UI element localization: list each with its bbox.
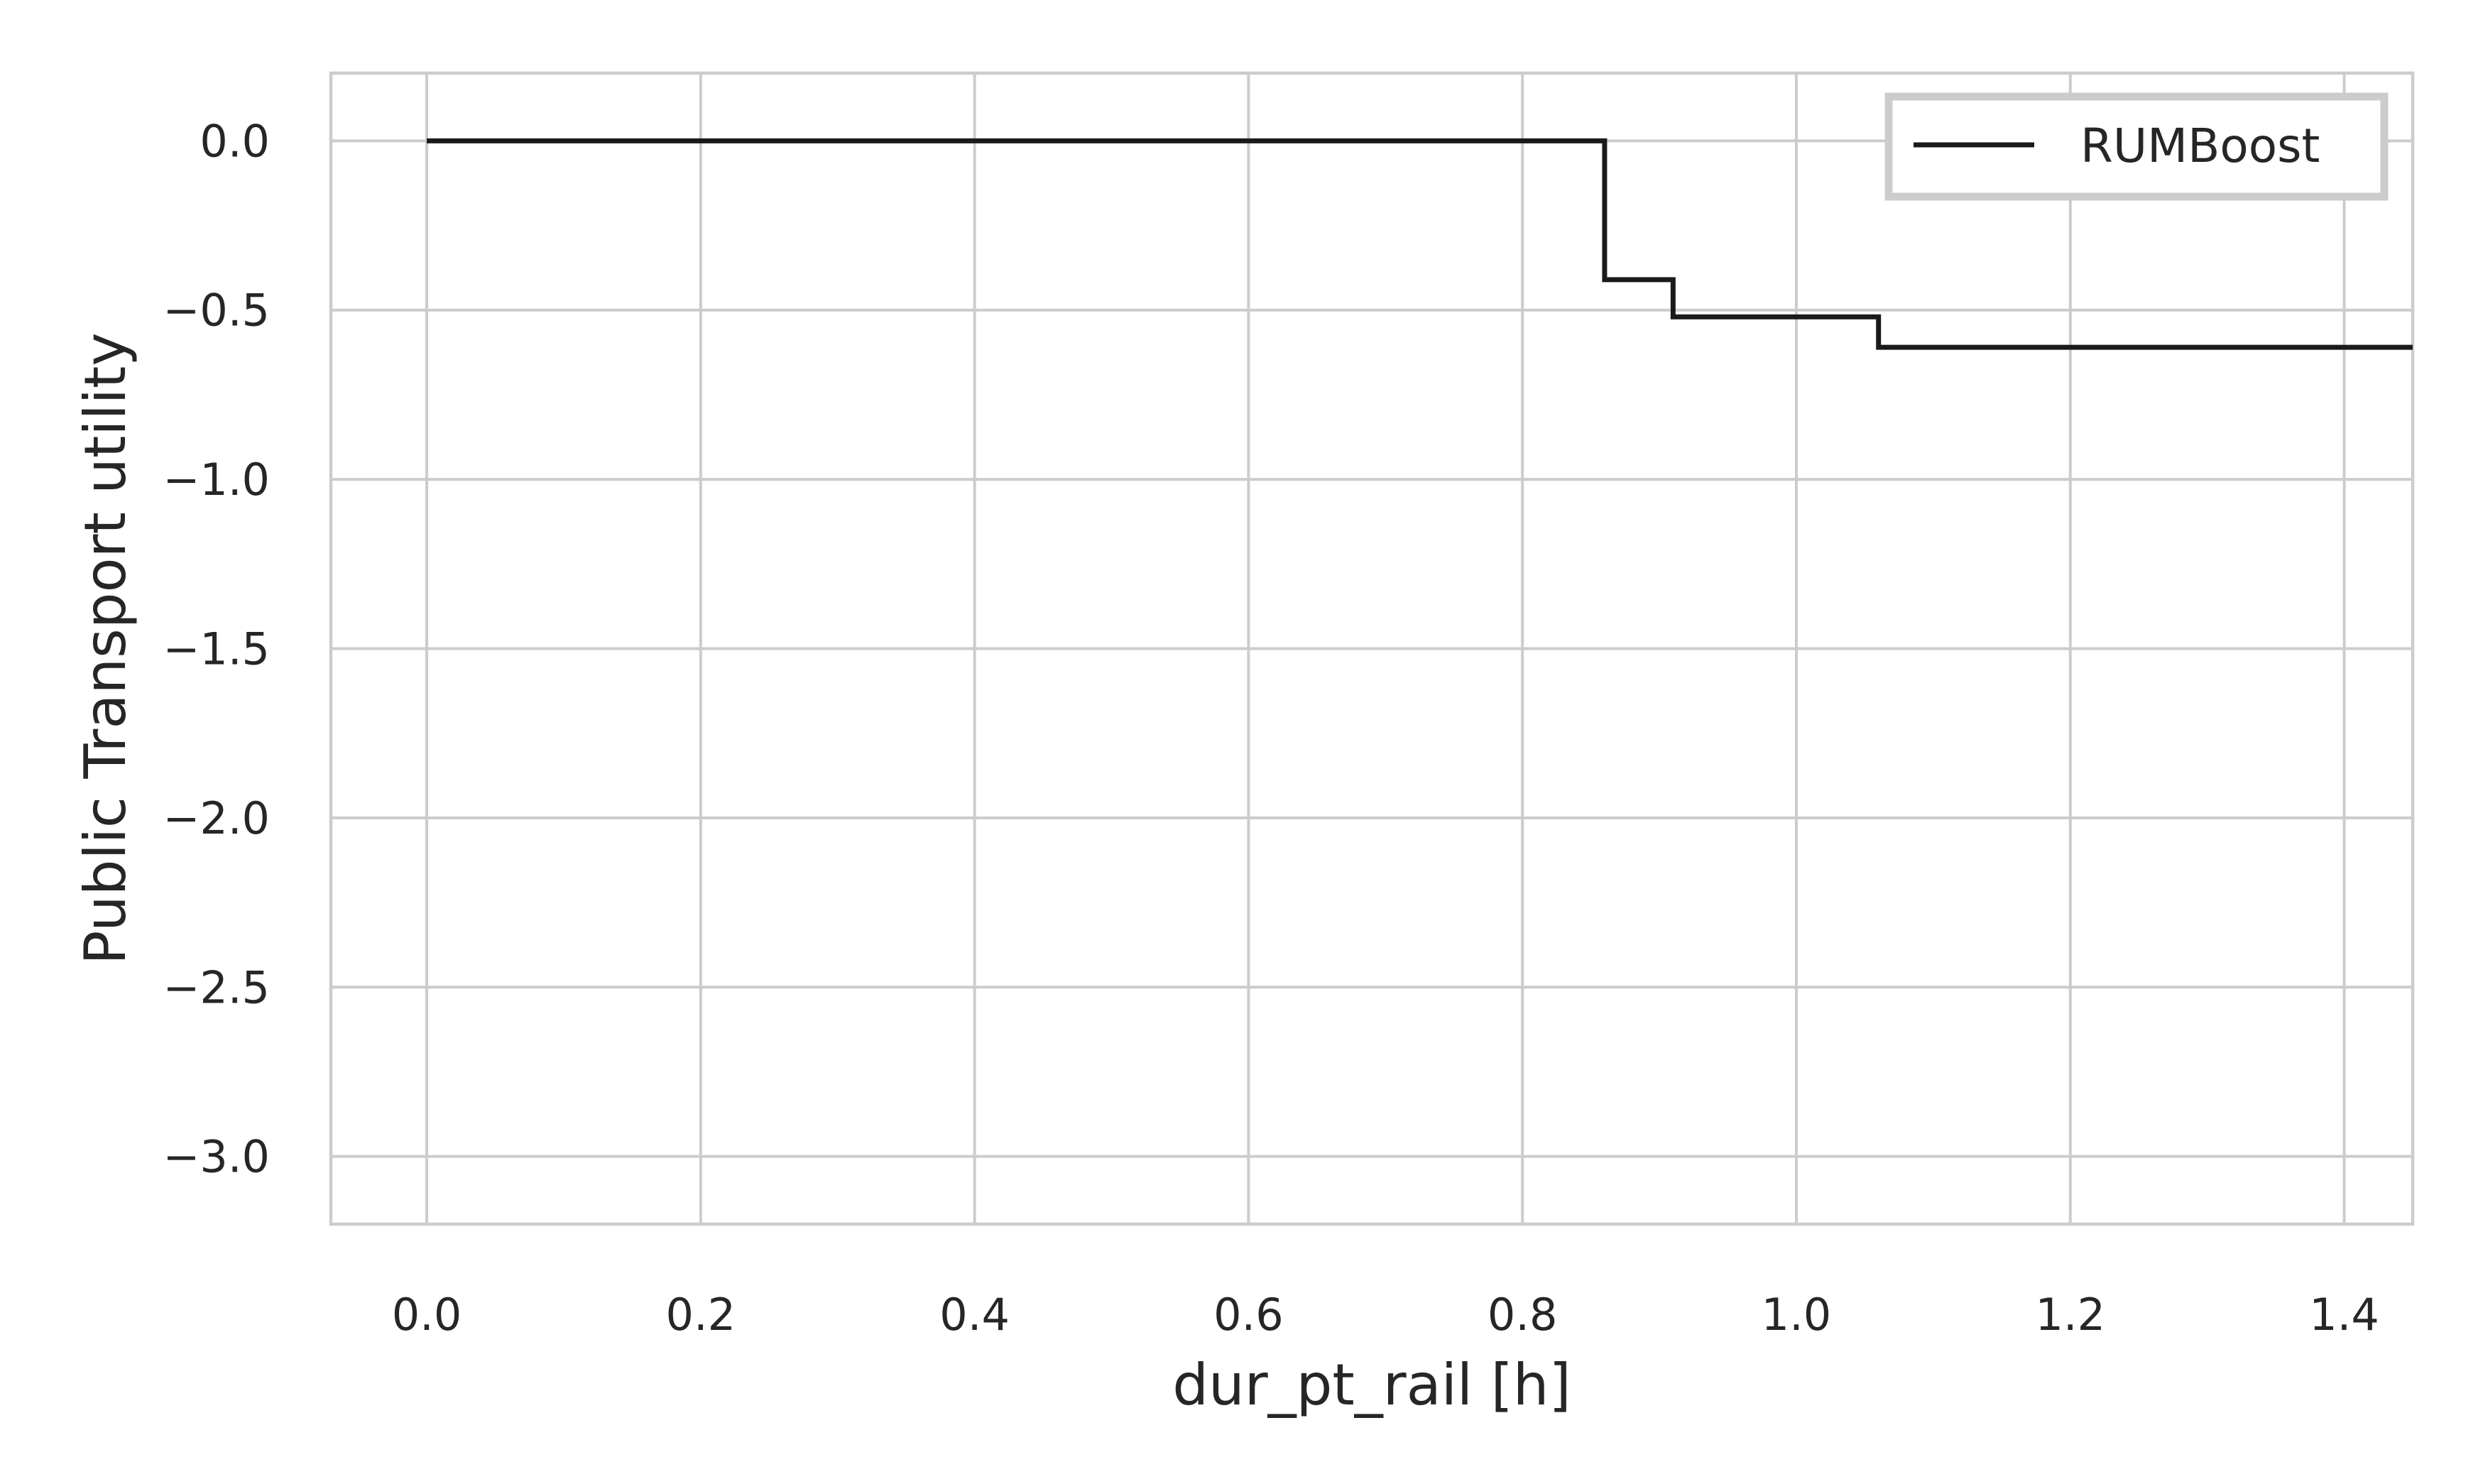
x-tick-label: 0.8	[1488, 1289, 1558, 1341]
plot-frame	[329, 71, 2415, 1226]
legend: RUMBoost	[1884, 92, 2389, 201]
legend-label-rumboost: RUMBoost	[2080, 119, 2320, 173]
y-tick-label: −1.5	[163, 623, 270, 675]
x-tick-label: 0.4	[939, 1289, 1010, 1341]
x-tick-label: 0.0	[392, 1289, 462, 1341]
x-tick-label: 1.0	[1762, 1289, 1832, 1341]
series-line-rumboost	[427, 138, 2413, 350]
x-tick-label: 1.2	[2035, 1289, 2105, 1341]
y-tick-label: −2.5	[163, 961, 270, 1013]
x-tick-label: 0.2	[666, 1289, 736, 1341]
y-tick-label: −0.5	[163, 285, 270, 337]
y-tick-label: −3.0	[163, 1131, 270, 1183]
x-tick-label: 1.4	[2309, 1289, 2379, 1341]
y-tick-labels: 0.0 −0.5 −1.0 −1.5 −2.0 −2.5 −3.0	[163, 115, 270, 1182]
y-axis-label: Public Transport utility	[72, 332, 138, 964]
x-axis-label: dur_pt_rail [h]	[1172, 1352, 1571, 1418]
series-layer	[427, 138, 2413, 350]
y-tick-label: −2.0	[163, 792, 270, 844]
x-tick-labels: 0.0 0.2 0.4 0.6 0.8 1.0 1.2 1.4	[392, 1289, 2379, 1341]
grid	[331, 73, 2413, 1224]
x-tick-label: 0.6	[1213, 1289, 1284, 1341]
y-tick-label: 0.0	[200, 115, 270, 167]
y-tick-label: −1.0	[163, 454, 270, 506]
